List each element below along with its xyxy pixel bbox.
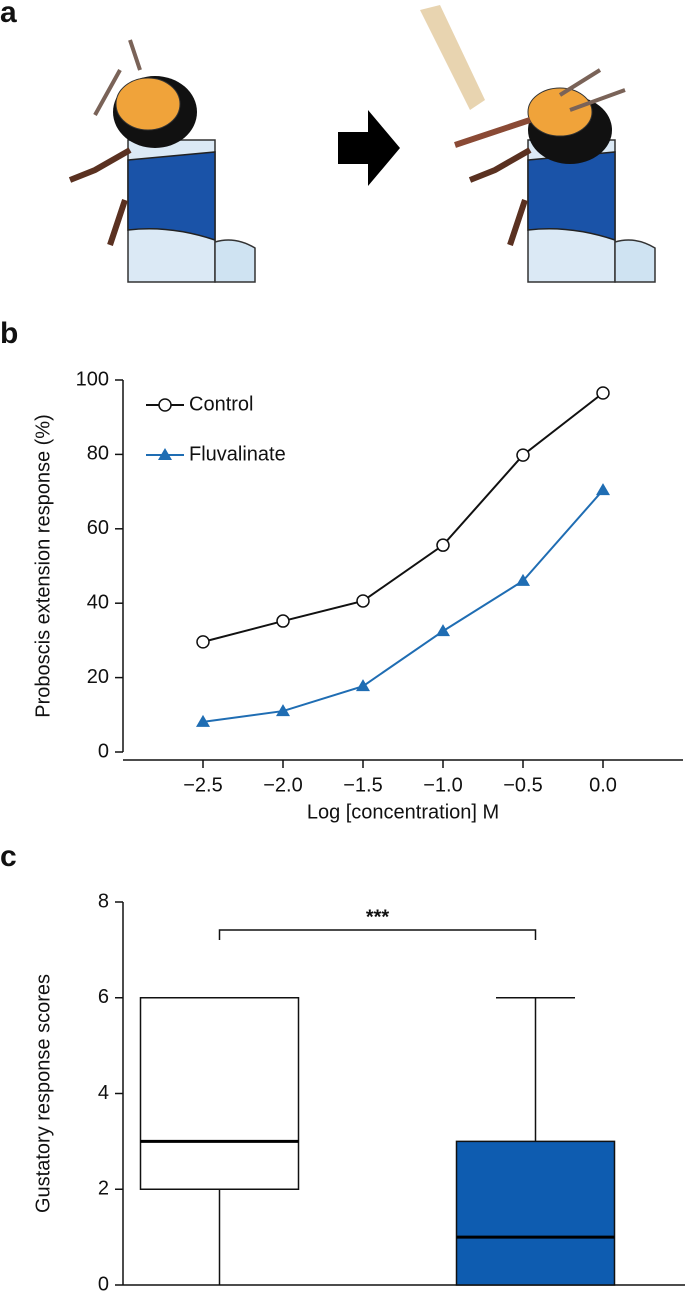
marker: [596, 386, 610, 400]
box: [455, 1140, 616, 1286]
marker: [516, 573, 530, 586]
y-axis-label: Proboscis extension response (%): [32, 414, 54, 717]
marker: [276, 704, 290, 717]
legend-label: Control: [189, 393, 253, 415]
marker: [276, 614, 290, 628]
y-tick-label: 0: [98, 740, 109, 762]
marker: [436, 624, 450, 637]
panel-label: b: [0, 317, 18, 350]
significance-label: ***: [366, 906, 390, 928]
arrow: [338, 110, 400, 186]
y-tick-label: 60: [87, 517, 109, 539]
x-tick-label: −1.0: [423, 774, 462, 796]
y-tick-label: 40: [87, 591, 109, 613]
legend-label: Fluvalinate: [189, 443, 286, 465]
marker: [356, 679, 370, 692]
panel-label: a: [0, 0, 17, 29]
x-tick-label: −2.0: [263, 774, 302, 796]
y-tick-label: 80: [87, 443, 109, 465]
marker: [196, 714, 210, 727]
y-tick-label: 6: [98, 986, 109, 1008]
y-tick-label: 8: [98, 890, 109, 912]
series-line: [202, 489, 604, 723]
box: [139, 997, 300, 1190]
x-axis-label: Log [concentration] M: [307, 801, 499, 823]
y-tick-label: 4: [98, 1082, 109, 1104]
y-tick-label: 20: [87, 666, 109, 688]
marker: [516, 448, 530, 462]
y-tick-label: 0: [98, 1273, 109, 1295]
x-tick-label: 0.0: [589, 774, 617, 796]
significance-bracket: [218, 929, 537, 940]
bee-illustration-right: [420, 5, 656, 283]
x-tick-label: −2.5: [183, 774, 222, 796]
legend-marker: [158, 448, 172, 460]
legend-marker: [158, 398, 172, 412]
marker: [596, 483, 610, 496]
y-tick-label: 2: [98, 1178, 109, 1200]
marker: [196, 635, 210, 649]
bee-illustration-left: [68, 39, 256, 283]
series-line: [202, 392, 604, 643]
y-axis-label: Gustatory response scores: [32, 974, 54, 1213]
panel-label: c: [0, 840, 17, 873]
y-tick-label: 100: [76, 368, 109, 390]
x-tick-label: −0.5: [503, 774, 542, 796]
marker: [356, 594, 370, 608]
x-tick-label: −1.5: [343, 774, 382, 796]
marker: [436, 538, 450, 552]
